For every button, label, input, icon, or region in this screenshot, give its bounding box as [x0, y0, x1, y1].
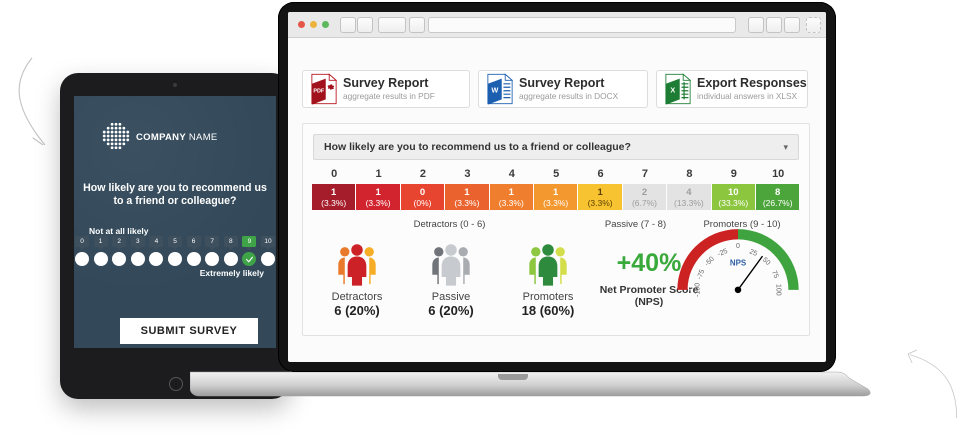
svg-text:-25: -25: [717, 248, 729, 258]
svg-text:PDF: PDF: [313, 88, 325, 94]
svg-text:-100: -100: [695, 283, 702, 297]
svg-text:0: 0: [736, 243, 740, 250]
svg-text:W: W: [491, 85, 498, 94]
svg-text:NPS: NPS: [730, 259, 746, 268]
svg-text:25: 25: [748, 248, 758, 257]
svg-text:100: 100: [774, 284, 781, 296]
svg-text:75: 75: [770, 270, 779, 280]
svg-text:-75: -75: [696, 269, 706, 281]
svg-text:X: X: [670, 85, 675, 94]
